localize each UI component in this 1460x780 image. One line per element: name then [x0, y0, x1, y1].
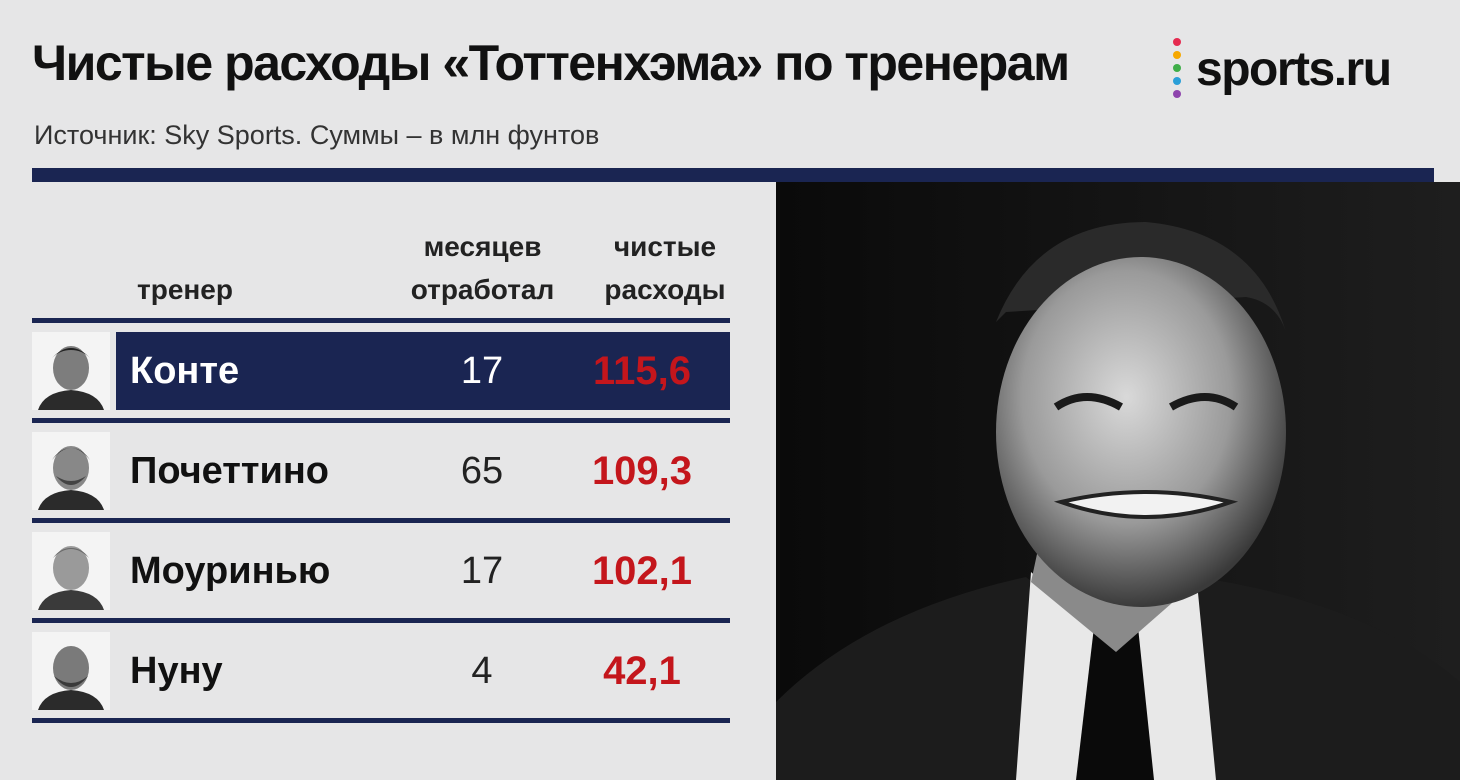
header-coach: тренер: [100, 268, 270, 311]
header-coach-label: тренер: [137, 274, 233, 305]
header-months-line1: месяцев: [423, 231, 542, 262]
header-divider: [32, 168, 1434, 182]
months-value: 17: [460, 550, 504, 592]
table-divider: [32, 718, 730, 723]
spend-value: 115,6: [593, 349, 691, 393]
logo-dot: [1173, 90, 1181, 98]
months-value: 17: [460, 350, 504, 392]
spend-value: 42,1: [603, 649, 681, 693]
table-row: Моуринью 17 102,1: [32, 532, 730, 610]
infographic-title: Чистые расходы «Тоттенхэма» по тренерам: [32, 35, 1070, 91]
name-cell: Конте: [116, 332, 730, 410]
coach-face-icon: [32, 432, 110, 510]
header-months-line2: отработал: [410, 274, 555, 305]
coach-name: Конте: [130, 350, 240, 392]
months-value: 65: [460, 450, 504, 492]
table-divider: [32, 518, 730, 523]
coach-face-icon: [32, 332, 110, 410]
name-cell: Нуну: [116, 632, 730, 710]
spend-value: 102,1: [591, 549, 693, 593]
coach-name: Моуринью: [130, 550, 331, 592]
coach-portrait-icon: [776, 182, 1460, 780]
avatar: [32, 632, 110, 710]
logo-dot: [1173, 38, 1181, 46]
logo-dot: [1173, 77, 1181, 85]
table-divider: [32, 318, 730, 323]
table-row: Почеттино 65 109,3: [32, 432, 730, 510]
coach-name: Почеттино: [130, 450, 330, 492]
spend-value: 109,3: [591, 449, 693, 493]
header-spend-line1: чистые: [613, 231, 717, 262]
coach-face-icon: [32, 532, 110, 610]
logo-dot: [1173, 51, 1181, 59]
avatar: [32, 332, 110, 410]
table-divider: [32, 418, 730, 423]
name-cell: Почеттино: [116, 432, 730, 510]
name-cell: Моуринью: [116, 532, 730, 610]
header-months: месяцев отработал: [390, 225, 575, 311]
table-row: Конте 17 115,6: [32, 332, 730, 410]
source-note: Источник: Sky Sports. Суммы – в млн фунт…: [34, 120, 600, 150]
logo-dots-icon: [1172, 38, 1182, 100]
header-spend: чистые расходы: [585, 225, 745, 311]
coach-photo: [776, 182, 1460, 780]
header-spend-line2: расходы: [604, 274, 726, 305]
coach-name: Нуну: [130, 650, 223, 692]
logo-dot: [1173, 64, 1181, 72]
avatar: [32, 532, 110, 610]
table-divider: [32, 618, 730, 623]
logo-text: sports.ru: [1196, 42, 1392, 96]
coach-face-icon: [32, 632, 110, 710]
avatar: [32, 432, 110, 510]
sports-ru-logo: sports.ru: [1172, 38, 1392, 100]
table-row: Нуну 4 42,1: [32, 632, 730, 710]
months-value: 4: [471, 650, 493, 692]
